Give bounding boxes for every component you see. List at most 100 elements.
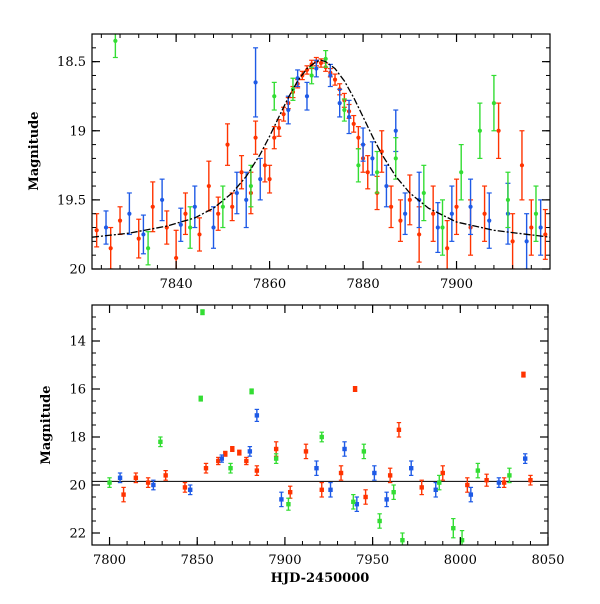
data-marker [304,94,310,99]
data-marker [356,163,361,168]
data-marker [262,163,268,168]
data-marker [524,239,529,244]
data-marker [505,197,511,202]
top-series-0-point [108,226,114,269]
bottom-series-2-point [391,484,396,500]
top-series-2-point [355,148,361,183]
bottom-series-1-point [188,484,193,496]
bottom-series-2-point [361,443,367,460]
top-series-2-point [491,74,497,132]
top-series-1-point [486,192,492,249]
data-marker [94,228,99,233]
bottom-x-tick-label: 7850 [181,553,214,568]
data-marker [396,427,402,432]
data-marker [384,183,389,189]
top-series-0-point [365,155,371,190]
data-marker [281,112,286,117]
top-series-0-point [388,185,394,229]
data-marker [113,38,118,44]
top-series-0-point [253,120,259,155]
top-series-0-point [304,65,310,75]
bottom-series-2-point [249,388,254,395]
bottom-x-tick-label: 7900 [268,553,301,568]
data-marker [220,204,225,209]
data-marker [254,468,260,473]
bottom-series-0-point [419,479,424,496]
top-series-0-point [182,192,188,236]
top-series-1-point [313,59,319,78]
data-marker [145,246,151,251]
top-series-1-point [538,199,544,256]
data-marker [239,170,244,175]
bottom-series-0-point [287,485,293,499]
bottom-series-2-point [200,309,205,316]
data-marker [365,170,370,175]
bottom-x-tick-label: 7800 [93,553,126,568]
data-marker [337,101,342,106]
data-marker [323,56,328,61]
top-y-axis-label: Magnitude [27,111,42,190]
bottom-series-2-point [507,467,512,484]
data-marker [543,232,548,237]
top-series-0-point [496,102,502,160]
data-marker [244,458,249,464]
data-marker [387,473,393,478]
data-marker [379,149,384,154]
bottom-series-0-point [182,482,188,493]
data-marker [507,473,512,478]
top-axes: 7840 7860 7880 7900 18.5 19 19.5 20 [57,33,551,292]
data-marker [354,502,360,507]
data-marker [286,502,291,507]
data-marker [254,413,260,418]
data-marker [103,225,109,230]
data-marker [198,396,203,401]
top-series-0-point [528,199,534,256]
top-series-0-point [225,123,231,166]
bottom-panel: 7800 7850 7900 7950 8000 8050 14 16 18 20 22 Magni… [39,304,565,586]
top-series-2-point [323,49,329,68]
data-marker [332,77,338,82]
data-marker [141,232,146,237]
data-marker [244,197,249,202]
data-marker [352,386,358,392]
data-marker [318,60,324,66]
data-marker [107,480,112,485]
bottom-y-tick-label: 22 [69,527,86,542]
top-series-0-point [150,181,156,233]
data-marker [533,211,539,216]
data-marker [454,204,459,209]
bottom-series-0-point [338,465,344,481]
data-marker [431,211,436,216]
data-marker [419,485,424,490]
data-marker [127,211,132,216]
top-series-2-point [309,66,315,85]
top-model-curve [92,59,550,238]
data-marker [435,225,440,230]
top-series-0-point [454,178,460,236]
top-series-1-point [449,185,455,242]
data-marker [393,128,398,133]
top-series-2-point [341,98,347,122]
bottom-series-0-point [203,462,209,474]
bottom-y-tick-label: 18 [69,431,86,446]
data-marker [253,135,258,140]
data-marker [449,211,454,216]
top-y-tick-label: 19.5 [57,193,86,208]
top-series-1-point [524,213,530,269]
bottom-series-2-point [459,529,465,545]
bottom-series-1-point [372,465,377,481]
data-marker [203,466,209,471]
top-x-tick-label: 7860 [253,277,286,292]
bottom-panel-frame [91,304,549,546]
data-marker [528,478,533,483]
top-series-1-point [126,192,132,236]
data-marker [351,499,356,504]
data-marker [403,211,408,216]
top-panel: 7840 7860 7880 7900 18.5 19 19.5 20 Magnitude [27,33,551,292]
top-series-1-point [159,178,165,222]
top-series-0-point [542,208,548,260]
data-marker [230,204,235,209]
top-series-1-point [337,88,343,118]
bottom-series-2-point [228,462,233,474]
top-series-0-point [276,119,282,137]
